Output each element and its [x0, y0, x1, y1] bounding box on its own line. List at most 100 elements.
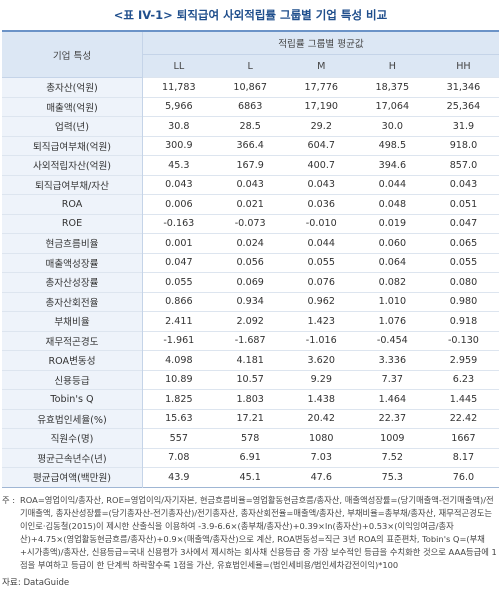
cell: 0.044 [285, 233, 357, 253]
cell: -0.073 [214, 213, 286, 234]
cell: 0.064 [356, 252, 428, 273]
cell: 400.7 [285, 155, 357, 175]
row-label: 직원수(명) [2, 428, 143, 448]
cell: 25,364 [427, 96, 499, 117]
cell: 45.3 [142, 155, 215, 175]
cell: 76.0 [427, 467, 499, 487]
table-row: 업력(년) 30.8 28.5 29.2 30.0 31.9 [2, 116, 499, 136]
cell: 4.098 [142, 350, 215, 370]
cell: 394.6 [356, 155, 428, 175]
cell: 0.051 [427, 194, 499, 214]
cell: 0.021 [214, 194, 286, 214]
cell: 17,776 [285, 77, 357, 97]
cell: 1.803 [214, 389, 286, 409]
cell: -1.687 [214, 330, 286, 351]
cell: -1.016 [285, 330, 357, 351]
cell: 0.043 [285, 174, 357, 195]
cell: 30.8 [142, 116, 215, 136]
cell: 9.29 [285, 369, 357, 390]
cell: 0.006 [142, 194, 215, 214]
cell: 1.825 [142, 389, 215, 409]
cell: 29.2 [285, 116, 357, 136]
cell: 1667 [427, 428, 499, 448]
header-cell: 기업 특성 [2, 31, 143, 78]
cell: 0.055 [427, 252, 499, 273]
cell: 0.076 [285, 272, 357, 292]
cell: 6863 [214, 96, 286, 117]
table-row: 퇴직급여부채(억원) 300.9 366.4 604.7 498.5 918.0 [2, 135, 499, 156]
table-row: 유효법인세율(%) 15.63 17.21 20.42 22.37 22.42 [2, 408, 499, 429]
cell: 366.4 [214, 135, 286, 156]
cell: 1009 [356, 428, 428, 448]
cell: 7.08 [142, 447, 215, 468]
cell: 17.21 [214, 408, 286, 429]
cell: 15.63 [142, 408, 215, 429]
row-label: 사외적립자산(억원) [2, 155, 143, 175]
cell: -0.454 [356, 330, 428, 351]
cell: 1080 [285, 428, 357, 448]
cell: 3.620 [285, 350, 357, 370]
title: <표 IV-1> 퇴직급여 사외적립률 그룹별 기업 특성 비교 [113, 8, 388, 22]
cell: 0.019 [356, 213, 428, 234]
table-row: 직원수(명) 557 578 1080 1009 1667 [2, 428, 499, 448]
cell: 6.23 [427, 369, 499, 390]
cell: 0.043 [427, 174, 499, 195]
cell: 0.043 [214, 174, 286, 195]
row-label: 총자산회전율 [2, 291, 143, 312]
cell: 43.9 [142, 467, 215, 487]
row-label: 유효법인세율(%) [2, 408, 143, 429]
cell: 22.37 [356, 408, 428, 429]
table-row: ROA변동성 4.098 4.181 3.620 3.336 2.959 [2, 350, 499, 370]
cell: 7.52 [356, 447, 428, 468]
row-label: 매출액성장률 [2, 252, 143, 273]
table-row: 신용등급 10.89 10.57 9.29 7.37 6.23 [2, 369, 499, 390]
cell: 2.411 [142, 311, 215, 331]
cell: 7.03 [285, 447, 357, 468]
table-row: 부채비율 2.411 2.092 1.423 1.076 0.918 [2, 311, 499, 331]
cell: 300.9 [142, 135, 215, 156]
cell: 7.37 [356, 369, 428, 390]
cell: 0.001 [142, 233, 215, 253]
cell: 2.959 [427, 350, 499, 370]
cell: 1.445 [427, 389, 499, 409]
cell: 0.036 [285, 194, 357, 214]
cell: 0.065 [427, 233, 499, 253]
table-row: 평균급여액(백만원) 43.9 45.1 47.6 75.3 76.0 [2, 467, 499, 487]
note-text: ROA=영업이익/총자산, ROE=영업이익/자기자본, 현금흐름비율=영업활동… [20, 494, 497, 570]
cell: 11,783 [142, 77, 215, 97]
row-label: 재무적곤경도 [2, 330, 143, 351]
row-label: 현금흐름비율 [2, 233, 143, 253]
cell: 5,966 [142, 96, 215, 117]
cell: 167.9 [214, 155, 286, 175]
cell: 498.5 [356, 135, 428, 156]
cell: 22.42 [427, 408, 499, 429]
cell: 0.055 [142, 272, 215, 292]
cell: 578 [214, 428, 286, 448]
row-label: 평균근속년수(년) [2, 447, 143, 468]
row-label: 퇴직급여부채(억원) [2, 135, 143, 156]
cell: 0.080 [427, 272, 499, 292]
cell: 557 [142, 428, 215, 448]
row-label: ROA변동성 [2, 350, 143, 370]
cell: 45.1 [214, 467, 286, 487]
cell: 2.092 [214, 311, 286, 331]
table-row: 매출액성장률 0.047 0.056 0.055 0.064 0.055 [2, 252, 499, 273]
cell: 1.010 [356, 291, 428, 312]
row-label: ROA [2, 194, 143, 214]
cell: 0.047 [142, 252, 215, 273]
cell: 10.57 [214, 369, 286, 390]
table-row: 매출액(억원) 5,966 6863 17,190 17,064 25,364 [2, 96, 499, 117]
note-label: 주 : [2, 494, 16, 505]
cell: -0.010 [285, 213, 357, 234]
row-label: 총자산성장률 [2, 272, 143, 292]
header-cell: L [214, 54, 286, 78]
table-row: ROA 0.006 0.021 0.036 0.048 0.051 [2, 194, 499, 214]
cell: 31.9 [427, 116, 499, 136]
cell: 1.423 [285, 311, 357, 331]
cell: 0.044 [356, 174, 428, 195]
cell: 31,346 [427, 77, 499, 97]
cell: 0.934 [214, 291, 286, 312]
cell: 10.89 [142, 369, 215, 390]
cell: 0.069 [214, 272, 286, 292]
table-row: 총자산회전율 0.866 0.934 0.962 1.010 0.980 [2, 291, 499, 312]
